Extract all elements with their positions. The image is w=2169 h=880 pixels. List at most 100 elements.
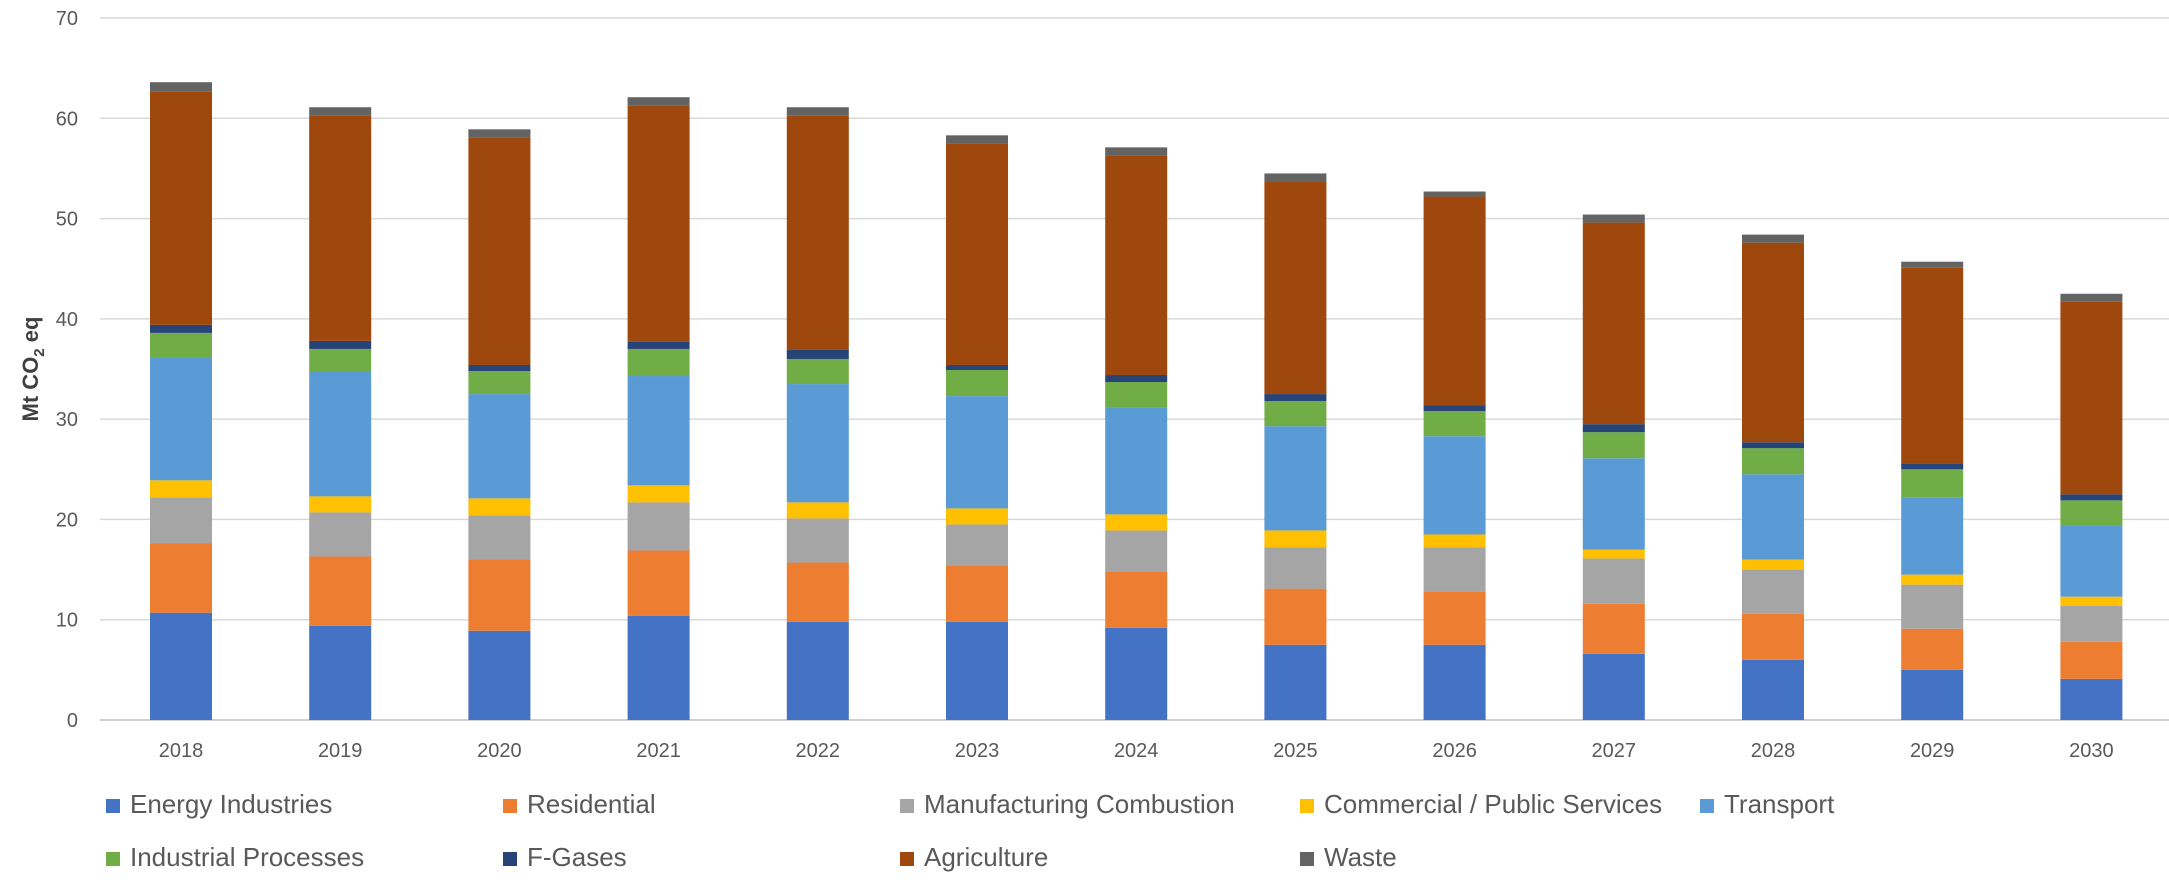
bar-segment-transport [1264,426,1327,531]
bar-segment-energy-industries [1742,659,1804,720]
bar-segment-residential [946,565,1008,622]
legend-item: Industrial Processes [106,842,364,872]
legend-item: Residential [503,789,656,819]
legend-label: Industrial Processes [130,842,364,872]
x-tick-label: 2024 [1114,740,1159,762]
y-axis-title-sub: 2 [31,348,48,356]
bar-segment-agriculture [468,137,531,365]
bar-segment-industrial-processes [1742,448,1804,475]
y-axis-title-tail: eq [18,317,43,349]
legend-label: Transport [1724,789,1835,819]
bar-segment-commercial-public-services [150,480,212,498]
x-tick-label: 2021 [636,740,681,762]
bar-segment-residential [1105,571,1168,628]
x-tick-label: 2020 [477,740,522,762]
bar-segment-waste [309,107,372,116]
legend-swatch [1300,852,1314,866]
legend-swatch [106,852,120,866]
bar-segment-f-gases [1423,405,1486,412]
bar-segment-energy-industries [1423,644,1486,720]
bar-segment-industrial-processes [627,348,690,377]
bar-segment-waste [946,135,1008,144]
bar-segment-manufacturing-combustion [1105,530,1168,572]
bar-segment-agriculture [309,115,372,341]
bar-stack-2020 [468,129,531,720]
bar-segment-f-gases [627,341,690,349]
bar-segment-transport [1105,407,1168,515]
bar-segment-f-gases [786,349,849,359]
bar-segment-residential [150,543,212,613]
x-tick-label: 2029 [1910,740,1955,762]
bar-segment-transport [309,371,372,497]
bar-segment-industrial-processes [786,358,849,385]
bar-segment-agriculture [1264,181,1327,395]
bar-segment-residential [468,559,531,631]
bar-segment-waste [2060,293,2123,302]
bar-segment-f-gases [2060,494,2123,501]
x-tick-label: 2022 [796,740,841,762]
bar-stack-2018 [150,82,212,720]
bar-segment-f-gases [468,364,531,372]
bar-segment-commercial-public-services [1582,549,1645,559]
bars [150,82,2123,720]
bar-segment-residential [1423,591,1486,645]
bar-segment-agriculture [627,105,690,342]
bar-stack-2024 [1105,147,1168,720]
y-tick-label: 70 [56,8,78,30]
bar-stack-2028 [1742,234,1804,720]
bar-segment-transport [150,357,212,481]
bar-segment-energy-industries [309,625,372,720]
bar-segment-agriculture [1105,155,1168,376]
bar-segment-manufacturing-combustion [1901,584,1964,629]
bar-segment-industrial-processes [1582,432,1645,459]
bar-segment-commercial-public-services [1423,534,1486,548]
bar-segment-agriculture [1582,222,1645,425]
bar-segment-energy-industries [946,621,1008,720]
bar-segment-industrial-processes [468,371,531,395]
bar-segment-residential [2060,641,2123,679]
bar-segment-manufacturing-combustion [309,512,372,557]
bar-segment-energy-industries [1582,653,1645,720]
bar-segment-industrial-processes [150,332,212,358]
bar-stack-2026 [1423,191,1486,720]
bar-segment-residential [1901,628,1964,670]
legend-swatch [1300,799,1314,813]
bar-segment-transport [627,376,690,486]
bar-segment-manufacturing-combustion [1742,569,1804,614]
bar-segment-f-gases [309,340,372,349]
legend-swatch [900,799,914,813]
bar-segment-agriculture [2060,301,2123,495]
bar-segment-energy-industries [2060,678,2123,720]
bar-segment-waste [1582,214,1645,223]
bar-segment-f-gases [1742,442,1804,449]
bar-segment-manufacturing-combustion [150,497,212,544]
legend-item: Agriculture [900,842,1048,872]
legend-swatch [503,852,517,866]
x-tick-label: 2027 [1592,740,1637,762]
legend-swatch [106,799,120,813]
bar-segment-commercial-public-services [946,508,1008,525]
bar-segment-industrial-processes [1105,382,1168,408]
legend-label: Agriculture [924,842,1048,872]
bar-segment-f-gases [1105,375,1168,383]
legend-swatch [503,799,517,813]
bar-segment-commercial-public-services [1264,530,1327,548]
bar-segment-industrial-processes [1423,411,1486,437]
bar-segment-f-gases [150,324,212,333]
y-tick-label: 0 [67,710,78,732]
bar-segment-industrial-processes [309,348,372,372]
legend-item: Commercial / Public Services [1300,789,1662,819]
bar-segment-agriculture [1901,267,1964,464]
bar-stack-2025 [1264,173,1327,720]
y-tick-label: 30 [56,409,78,431]
x-tick-label: 2023 [955,740,1000,762]
bar-segment-f-gases [1582,424,1645,433]
bar-stack-2023 [946,135,1008,720]
legend-swatch [1700,799,1714,813]
bar-stack-2027 [1582,214,1645,720]
legend-item: Energy Industries [106,789,332,819]
bar-segment-manufacturing-combustion [1423,547,1486,592]
bar-segment-agriculture [786,115,849,350]
bar-segment-manufacturing-combustion [1582,558,1645,604]
